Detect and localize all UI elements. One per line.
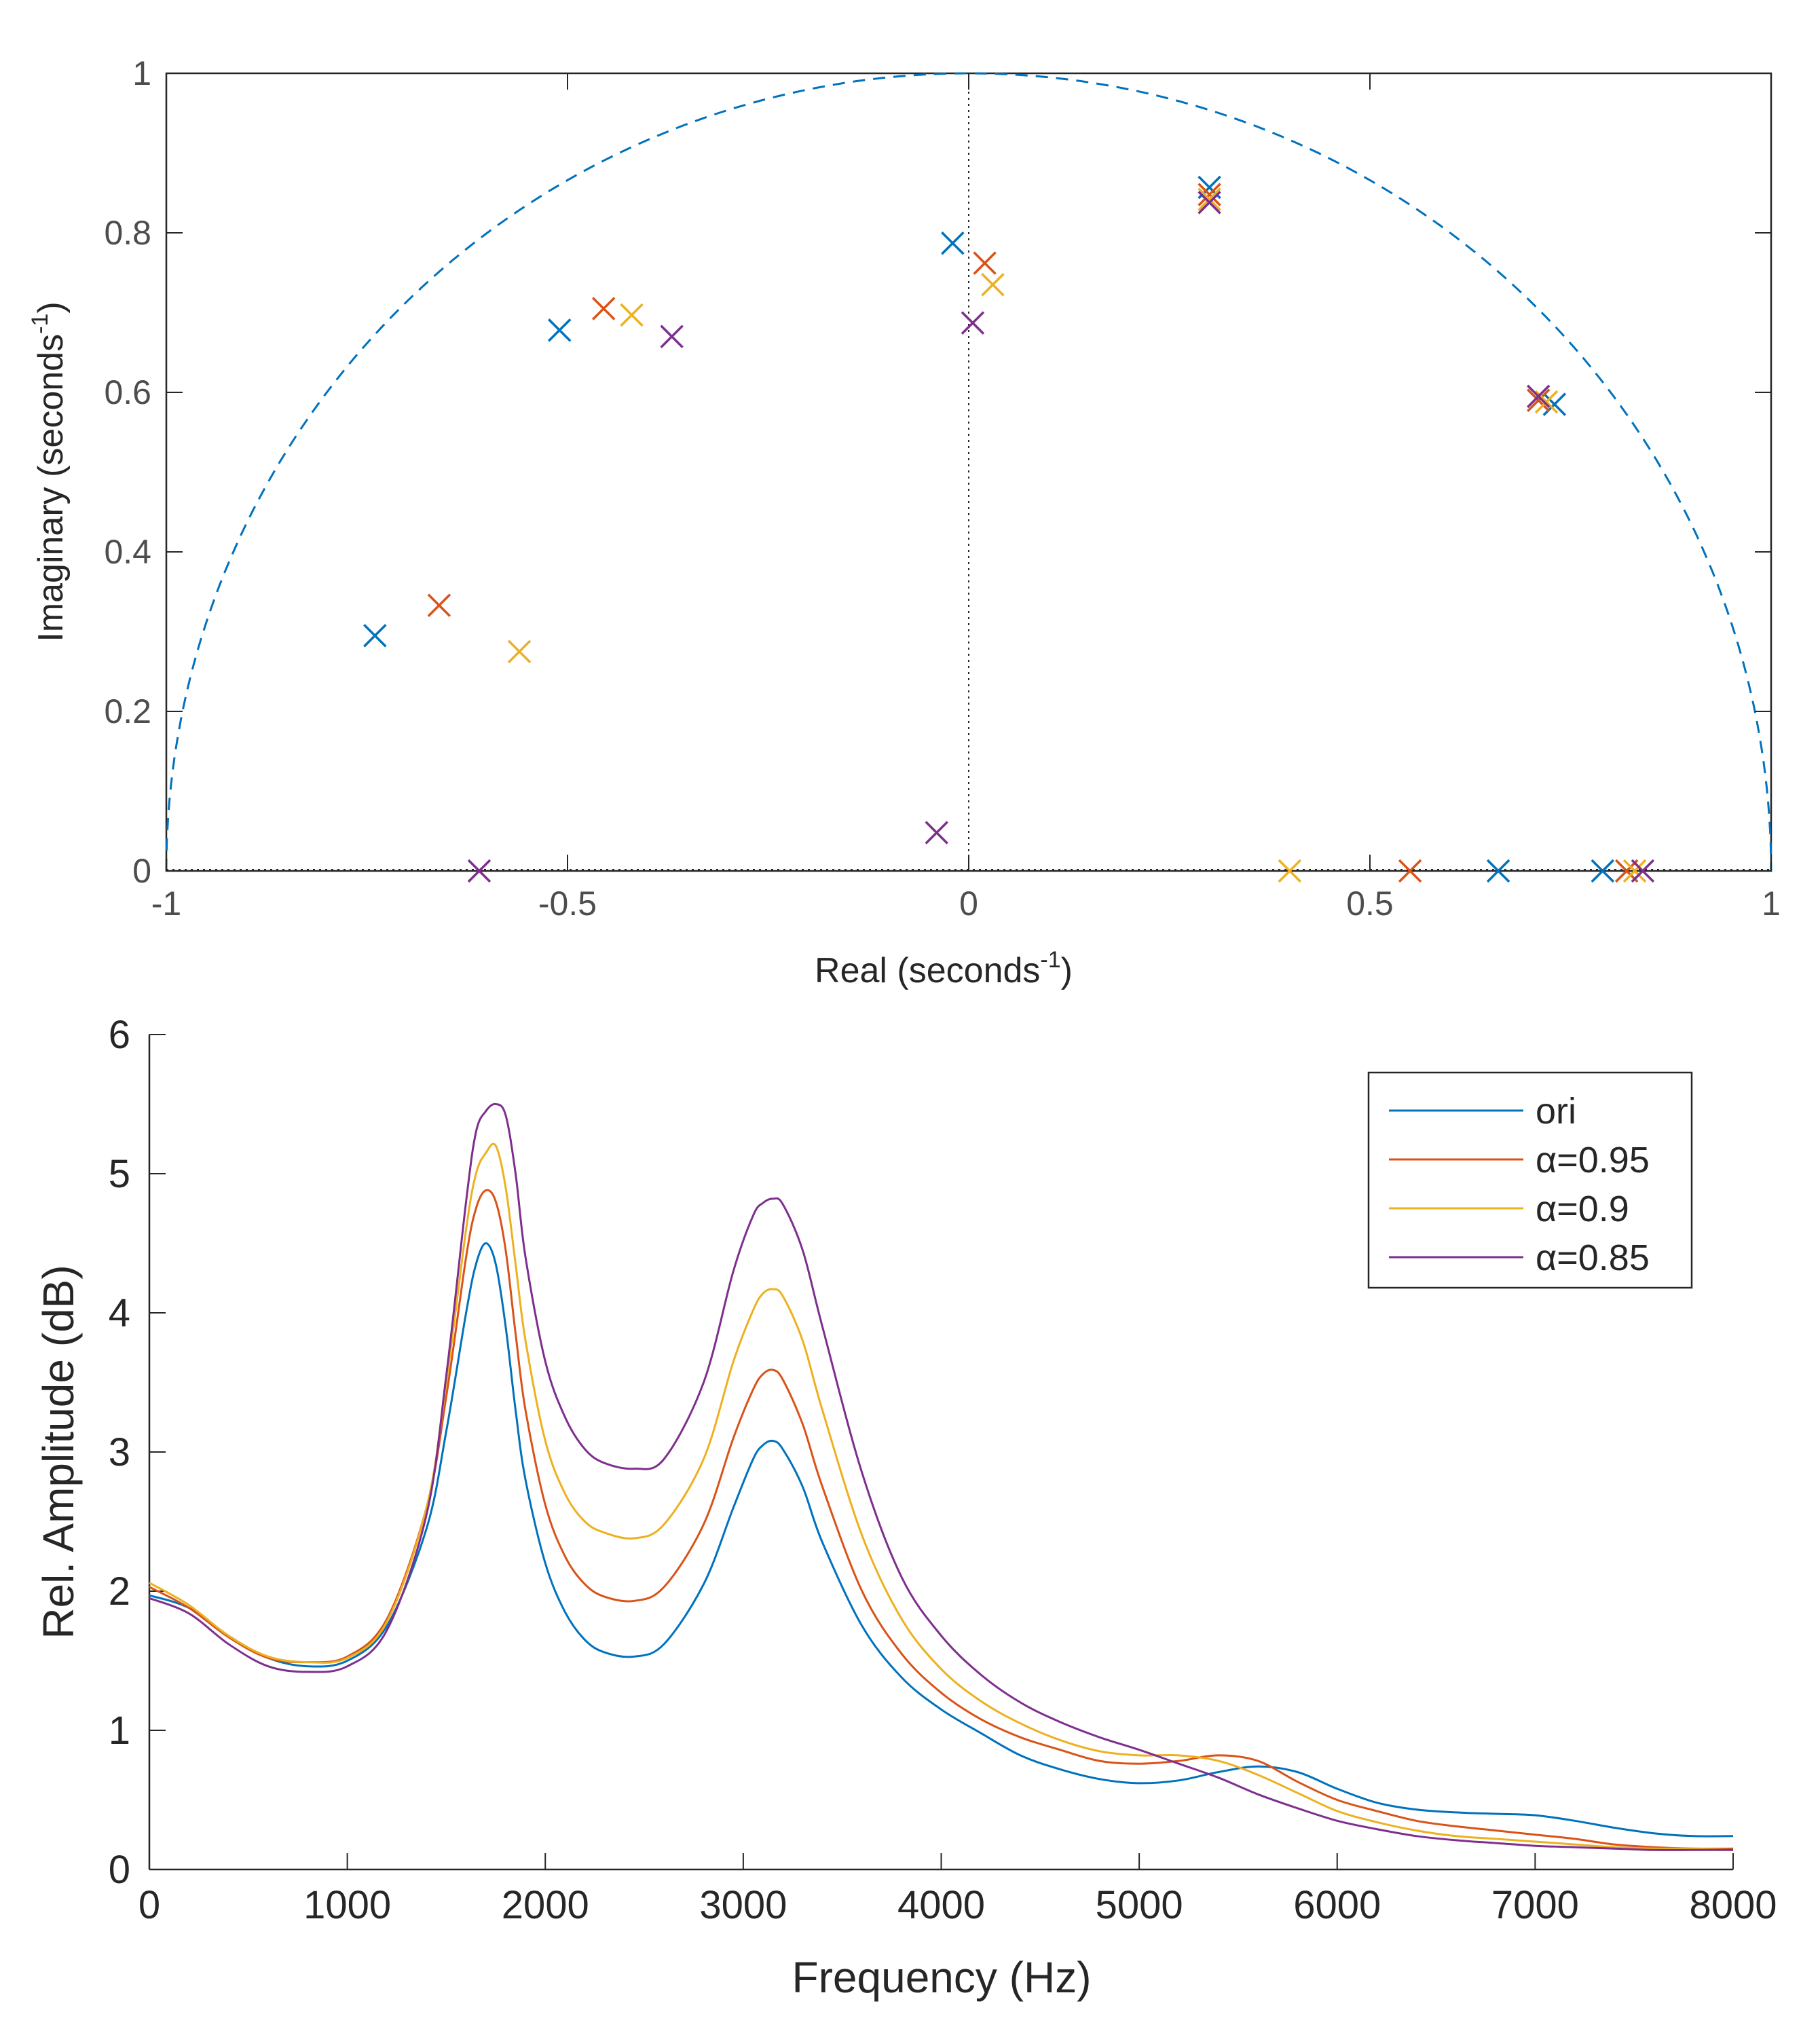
pole-marker-yellow xyxy=(1278,859,1302,883)
plot2-ytick-label: 3 xyxy=(109,1430,130,1474)
pole-marker-orange xyxy=(1526,388,1550,412)
plot2-xtick-label: 8000 xyxy=(1689,1883,1777,1927)
pole-marker-blue xyxy=(547,318,572,342)
pole-marker-blue xyxy=(1486,859,1510,883)
legend-items: ori α=0.95 α=0.9 α=0.85 xyxy=(1389,1091,1650,1278)
plot1-ylabel: Imaginary (seconds-1) xyxy=(27,301,71,641)
pole-marker-purple xyxy=(467,859,491,883)
plot2-xtick-label: 0 xyxy=(138,1883,160,1927)
plot2-series-lines xyxy=(149,1102,1734,1851)
plot2-xtick-label: 6000 xyxy=(1293,1883,1381,1927)
series-line-3 xyxy=(149,1102,1733,1851)
plot1-xtick-label: 1 xyxy=(1762,885,1781,923)
plot1-ytick-label: 1 xyxy=(132,54,151,92)
plot1-ytick-label: 0.6 xyxy=(104,373,151,411)
pole-marker-blue xyxy=(941,231,965,255)
legend-box xyxy=(1367,1071,1693,1289)
plot2-ylabel: Rel. Amplitude (dB) xyxy=(34,1265,83,1639)
pole-zero-plot: -1 -0.5 0 0.5 1 0 0.2 0.4 0.6 0.8 1 Real (seconds-… xyxy=(27,54,1781,990)
plot1-ticks: -1 -0.5 0 0.5 1 0 0.2 0.4 0.6 0.8 1 xyxy=(104,54,1780,923)
plot1-ytick-label: 0.2 xyxy=(104,692,151,730)
pole-marker-blue xyxy=(1591,859,1615,883)
plot1-markers xyxy=(363,175,1655,883)
series-line-1 xyxy=(149,1189,1734,1850)
plot2-xtick-label: 5000 xyxy=(1096,1883,1183,1927)
plot2-xlabel: Frequency (Hz) xyxy=(792,1953,1092,2002)
plot1-ytick-label: 0.4 xyxy=(104,533,151,571)
frequency-response-plot: 0 1000 2000 3000 4000 5000 6000 7000 8000 0 1 2 3 4 5 6… xyxy=(34,1013,1777,2002)
pole-marker-orange xyxy=(1398,859,1422,883)
pole-marker-yellow xyxy=(1622,859,1647,883)
plot2-ytick-label: 5 xyxy=(109,1152,130,1196)
pole-marker-yellow xyxy=(981,273,1005,297)
pole-marker-yellow xyxy=(1197,187,1221,211)
pole-marker-purple xyxy=(1526,384,1550,409)
unit-circle-group xyxy=(165,72,1772,872)
pole-marker-orange xyxy=(427,593,451,617)
plot1-ytick-label: 0.8 xyxy=(104,214,151,252)
plot2-xtick-label: 4000 xyxy=(897,1883,985,1927)
plot1-xlabel: Real (seconds-1) xyxy=(815,947,1073,990)
pole-marker-orange xyxy=(973,251,997,275)
series-line-0 xyxy=(149,1242,1734,1838)
legend-label-3: α=0.85 xyxy=(1536,1237,1650,1278)
pole-marker-purple xyxy=(961,311,985,335)
plot2-xtick-label: 1000 xyxy=(303,1883,391,1927)
pole-marker-purple xyxy=(925,821,948,844)
plot2-ytick-label: 6 xyxy=(109,1013,130,1057)
plot2-ytick-label: 2 xyxy=(109,1569,130,1614)
pole-marker-orange xyxy=(591,297,616,320)
plot2-ytick-label: 4 xyxy=(109,1291,130,1335)
pole-marker-yellow xyxy=(620,303,644,327)
pole-marker-purple xyxy=(1197,191,1221,215)
unit-circle xyxy=(165,72,1772,872)
plot2-ticks: 0 1000 2000 3000 4000 5000 6000 7000 8000 0 1 2 3 4 5 6 xyxy=(109,1013,1777,1927)
plot2-ytick-label: 0 xyxy=(109,1848,130,1892)
pole-marker-blue xyxy=(1542,392,1567,416)
legend-label-0: ori xyxy=(1536,1091,1576,1132)
legend-label-1: α=0.95 xyxy=(1536,1140,1650,1180)
pole-marker-yellow xyxy=(507,639,532,664)
plot1-xtick-label: 0.5 xyxy=(1346,885,1394,923)
plot1-ytick-label: 0 xyxy=(132,852,151,890)
legend-label-2: α=0.9 xyxy=(1536,1189,1629,1229)
legend: ori α=0.95 α=0.9 α=0.85 xyxy=(1367,1071,1693,1289)
plot1-xtick-label: -0.5 xyxy=(538,885,597,923)
plot2-xtick-label: 2000 xyxy=(502,1883,589,1927)
plot2-xtick-label: 7000 xyxy=(1491,1883,1579,1927)
plot1-xtick-label: 0 xyxy=(959,885,978,923)
pole-marker-purple xyxy=(660,324,684,348)
plot2-xtick-label: 3000 xyxy=(699,1883,787,1927)
plot1-xtick-label: -1 xyxy=(151,885,181,923)
pole-marker-blue xyxy=(363,624,387,648)
pole-marker-orange xyxy=(1197,183,1221,206)
plot2-ytick-label: 1 xyxy=(109,1709,130,1753)
pole-marker-purple xyxy=(1631,859,1655,883)
